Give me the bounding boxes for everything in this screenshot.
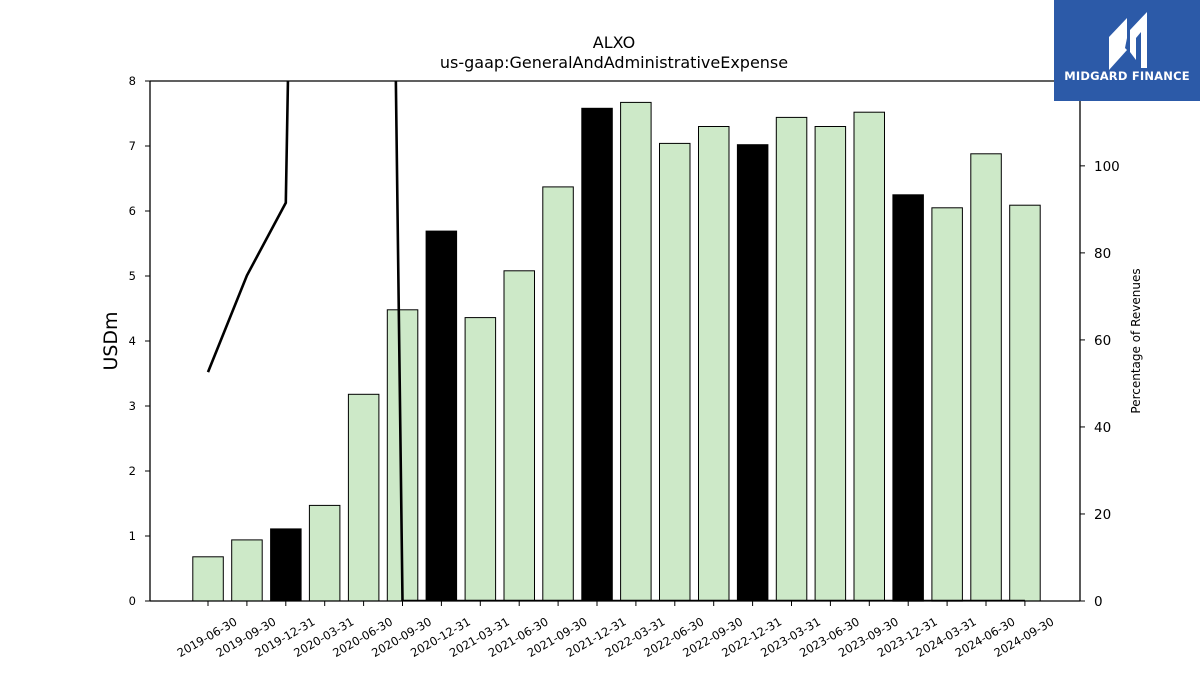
chart-subtitle: us-gaap:GeneralAndAdministrativeExpense	[440, 53, 788, 72]
bar-2024-06-30	[970, 153, 1002, 602]
bar-2020-06-30	[347, 393, 380, 602]
brand-name: MIDGARD FINANCE	[1064, 69, 1190, 83]
y-tick-label-1: 1	[129, 529, 136, 543]
bar-2019-12-31	[270, 528, 302, 602]
bar-2022-06-30	[659, 142, 691, 602]
y-tick-label-7: 7	[129, 139, 136, 153]
bars-group	[192, 101, 1041, 602]
bar-2023-03-31	[775, 116, 808, 602]
chart-title: ALXO	[593, 33, 635, 52]
y-axis-label: USDm	[100, 311, 122, 370]
bar-2022-12-31	[736, 144, 769, 602]
bar-2021-09-30	[542, 186, 574, 602]
bar-2023-09-30	[853, 111, 885, 602]
bar-2024-03-31	[931, 207, 963, 602]
y2-tick-label-20: 20	[1094, 507, 1111, 523]
bar-2022-09-30	[698, 126, 730, 602]
y-tick-label-4: 4	[129, 334, 136, 348]
y2-tick-label-0: 0	[1094, 594, 1103, 610]
bar-2019-09-30	[231, 539, 263, 602]
y-tick-label-8: 8	[129, 74, 136, 88]
bar-2021-06-30	[503, 270, 535, 602]
y2-tick-label-60: 60	[1094, 333, 1111, 349]
y2-tick-label-40: 40	[1094, 420, 1111, 436]
bar-2021-03-31	[464, 317, 497, 602]
bar-2022-03-31	[620, 101, 652, 602]
y-tick-label-2: 2	[129, 464, 136, 478]
y2-tick-label-80: 80	[1094, 246, 1111, 262]
bar-2020-12-31	[425, 230, 458, 602]
bar-2020-03-31	[308, 504, 341, 602]
midgard-m-logo-icon	[1109, 12, 1147, 70]
y2-axis-label: Percentage of Revenues	[1129, 268, 1143, 413]
bar-2023-06-30	[814, 126, 847, 602]
bar-2024-09-30	[1009, 204, 1041, 602]
y-tick-label-5: 5	[129, 269, 136, 283]
y-tick-label-3: 3	[129, 399, 136, 413]
bar-2021-12-31	[581, 107, 613, 602]
y-tick-label-0: 0	[129, 594, 136, 608]
bar-2023-12-31	[892, 194, 924, 602]
y2-tick-label-100: 100	[1094, 159, 1120, 175]
bar-2019-06-30	[192, 556, 224, 602]
brand-logo: MIDGARD FINANCE	[1054, 0, 1200, 101]
y-tick-label-6: 6	[129, 204, 136, 218]
